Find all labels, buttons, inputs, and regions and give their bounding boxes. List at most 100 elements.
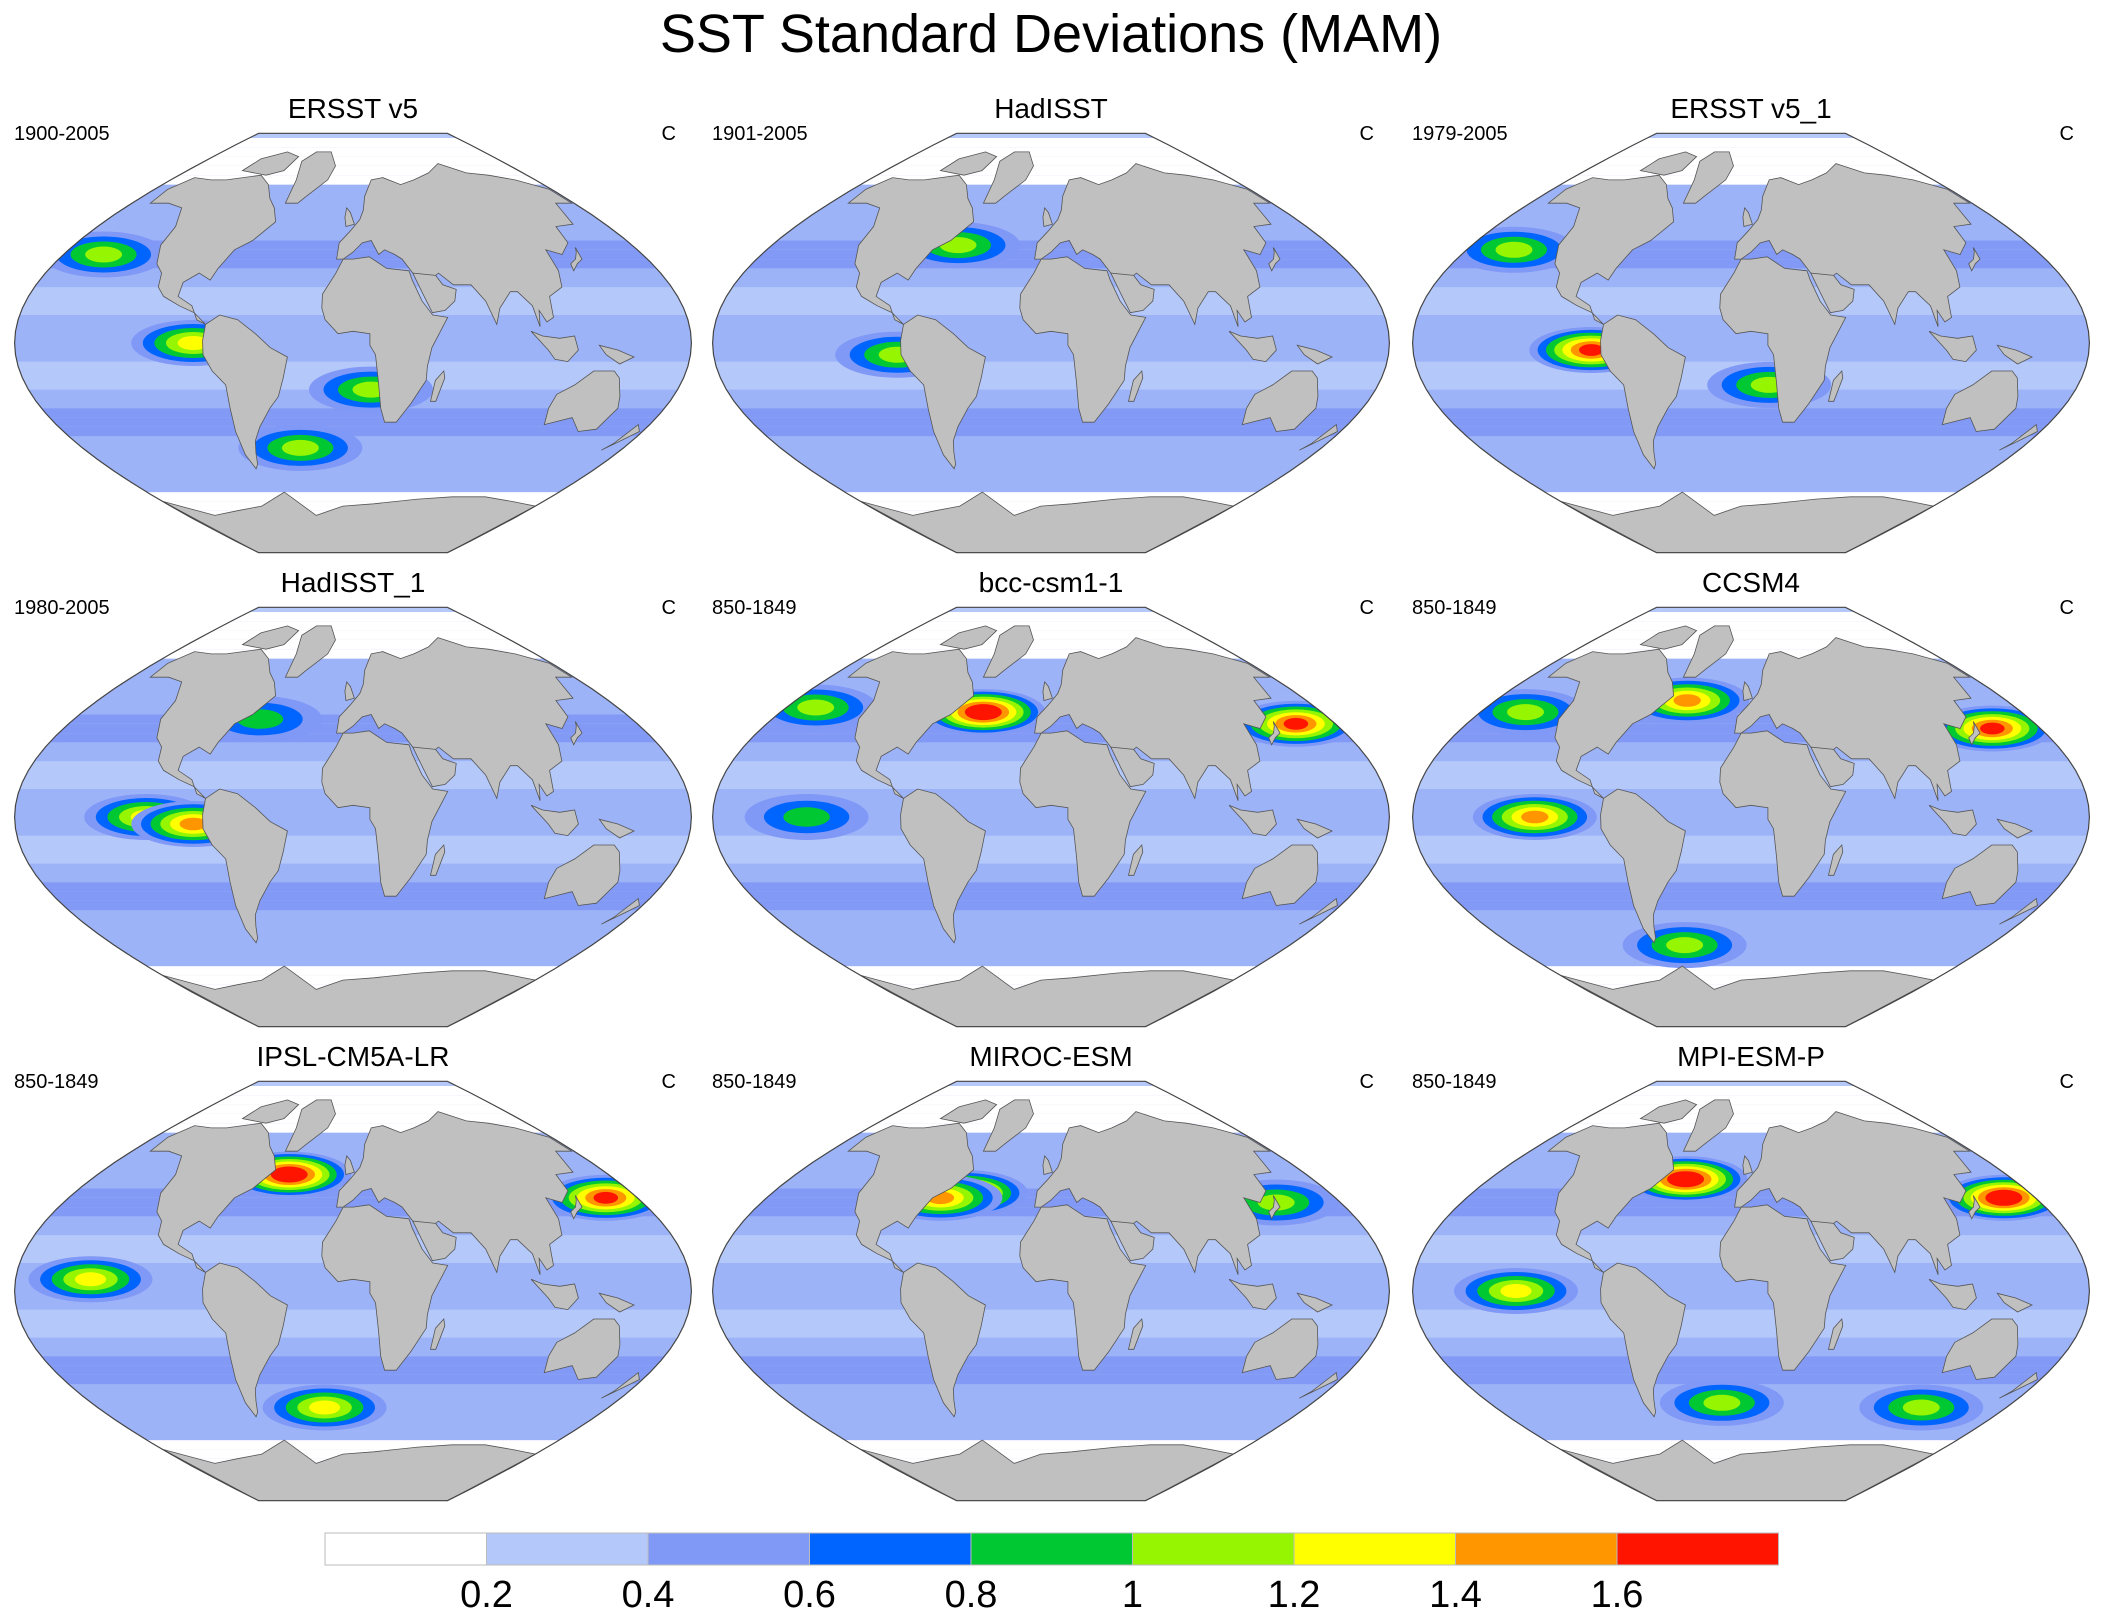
new-guinea-land	[598, 344, 635, 365]
canada-islands-land	[1639, 151, 1698, 176]
panel-period: 1901-2005	[712, 123, 808, 145]
colorbar-swatch	[1616, 1532, 1779, 1566]
south-america-land	[900, 1262, 986, 1418]
greenland-land	[1682, 1099, 1734, 1152]
south-america-land	[202, 788, 288, 944]
north-america-land	[149, 174, 277, 325]
variability-band	[713, 826, 1389, 836]
sst-anomaly-contour	[783, 807, 830, 827]
variability-band	[756, 1374, 1346, 1385]
variability-band	[14, 1281, 692, 1291]
greenland-land	[1682, 151, 1734, 204]
north-america-land	[847, 174, 975, 325]
eurasia-land	[1034, 163, 1272, 327]
sst-anomaly-contour	[1902, 1399, 1940, 1416]
globe-outline	[1411, 1080, 2091, 1502]
australia-land	[1941, 844, 2019, 906]
sst-anomaly-contour	[797, 699, 835, 716]
uk-land	[1042, 1154, 1053, 1176]
panel-title: HadISST_1	[280, 567, 426, 598]
panel-units: C	[661, 597, 676, 619]
variability-band	[58, 900, 648, 911]
variability-band	[712, 817, 1390, 827]
antarctica-land	[860, 1439, 1235, 1501]
indonesia-land	[1228, 330, 1277, 363]
uk-land	[1042, 680, 1053, 702]
arabia-land	[1810, 746, 1855, 788]
sst-anomaly-contour	[1992, 1192, 2016, 1204]
africa-land	[1719, 730, 1847, 897]
panel-period: 850-1849	[1412, 597, 1497, 619]
panel-units: C	[661, 123, 676, 145]
eurasia-land	[1034, 637, 1272, 801]
australia-land	[543, 370, 621, 432]
variability-band	[1466, 436, 2036, 446]
australia-land	[1941, 370, 2019, 432]
variability-band	[815, 473, 1287, 483]
variability-band	[829, 482, 1273, 493]
canada-islands-land	[1639, 1099, 1698, 1124]
africa-land	[1019, 730, 1147, 897]
variability-band	[231, 1086, 475, 1096]
greenland-land	[284, 1099, 336, 1152]
variability-band	[829, 956, 1273, 967]
variability-band	[747, 417, 1355, 427]
sst-anomaly-contour	[85, 246, 123, 263]
canada-islands-land	[241, 625, 300, 650]
africa-land	[321, 1204, 449, 1371]
eurasia-land	[336, 1111, 574, 1275]
indonesia-land	[530, 330, 579, 363]
variability-band	[58, 1374, 648, 1385]
sst-anomaly-contour	[1579, 344, 1604, 356]
variability-band	[1629, 1086, 1873, 1096]
uk-land	[1742, 680, 1753, 702]
variability-band	[747, 1365, 1355, 1375]
sst-anomaly-contour	[1674, 1173, 1697, 1185]
arabia-land	[1110, 746, 1155, 788]
panel-period: 1900-2005	[14, 123, 110, 145]
variability-band	[1456, 1374, 2046, 1385]
global-map	[1411, 606, 2091, 1028]
north-america-land	[149, 1122, 277, 1273]
variability-band	[117, 947, 589, 957]
japan-land	[1968, 721, 1981, 746]
panel-period: 850-1849	[712, 597, 797, 619]
antarctica-land	[860, 965, 1235, 1027]
variability-band	[131, 956, 575, 967]
variability-band	[1456, 900, 2046, 911]
new-zealand-land	[1299, 1371, 1338, 1399]
greenland-land	[284, 151, 336, 204]
variability-band	[49, 891, 657, 901]
variability-band	[712, 807, 1390, 817]
new-zealand-land	[1999, 897, 2038, 925]
panel-units: C	[2059, 597, 2074, 619]
antarctica-land	[162, 491, 537, 553]
australia-land	[1241, 1318, 1319, 1380]
arabia-land	[412, 1220, 457, 1262]
australia-land	[1241, 370, 1319, 432]
antarctica-land	[1560, 491, 1935, 553]
globe-outline	[711, 606, 1391, 1028]
eurasia-land	[1734, 163, 1972, 327]
canada-islands-land	[939, 1099, 998, 1124]
madagascar-land	[429, 370, 446, 402]
sst-anomaly-contour	[179, 817, 207, 831]
arabia-land	[1110, 272, 1155, 314]
variability-band	[929, 1086, 1173, 1096]
variability-band	[739, 882, 1363, 892]
panel-units: C	[1359, 597, 1374, 619]
indonesia-land	[1228, 804, 1277, 837]
global-map	[13, 1080, 693, 1502]
sst-anomaly-contour	[593, 1191, 619, 1204]
new-guinea-land	[1296, 818, 1333, 839]
north-america-land	[847, 648, 975, 799]
variability-band	[815, 1421, 1287, 1431]
madagascar-land	[429, 844, 446, 876]
global-map	[13, 132, 693, 554]
variability-band	[49, 1365, 657, 1375]
uk-land	[1742, 1154, 1753, 1176]
variability-band	[49, 417, 657, 427]
south-america-land	[202, 1262, 288, 1418]
variability-band	[1466, 910, 2036, 920]
